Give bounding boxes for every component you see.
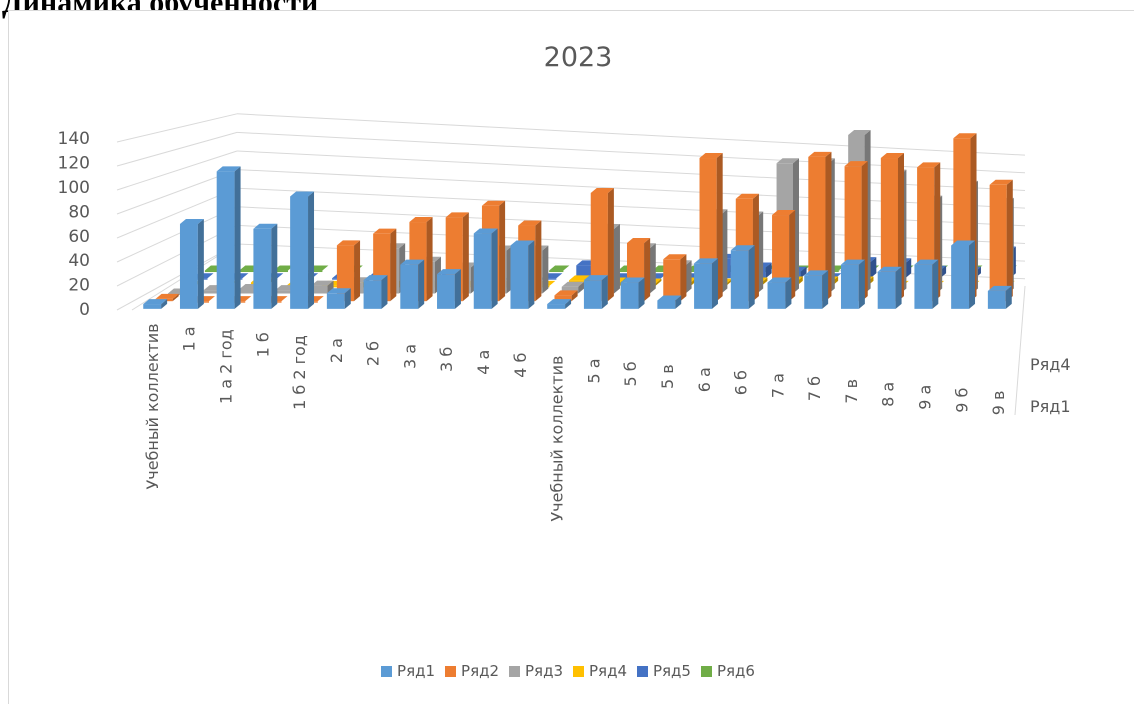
x-tick-label: 6 б <box>732 370 751 395</box>
x-tick-label: 2 б <box>364 341 383 366</box>
legend-item: Ряд1 <box>381 662 435 680</box>
x-tick-label: 9 а <box>916 385 935 410</box>
legend-item: Ряд5 <box>637 662 691 680</box>
bar-2-23 <box>990 180 1013 301</box>
x-tick-label: 9 в <box>989 391 1008 416</box>
legend-label: Ряд5 <box>653 662 691 680</box>
bar-1-19 <box>841 260 865 309</box>
x-tick-label: 4 б <box>511 353 530 378</box>
legend-label: Ряд2 <box>461 662 499 680</box>
bar-1-10 <box>510 240 534 308</box>
bar-1-7 <box>400 260 424 309</box>
depth-axis-label: Ряд1 <box>1030 397 1071 416</box>
y-tick-label: 20 <box>68 276 90 296</box>
legend-label: Ряд6 <box>717 662 755 680</box>
legend-swatch <box>701 666 712 677</box>
bar-1-23 <box>988 286 1012 309</box>
bar-1-11 <box>547 299 571 309</box>
legend-item: Ряд2 <box>445 662 499 680</box>
y-tick-label: 80 <box>68 202 90 222</box>
bar-1-15 <box>694 258 718 308</box>
legend-item: Ряд4 <box>573 662 627 680</box>
bar-1-16 <box>731 245 755 309</box>
x-tick-label: 3 а <box>400 344 419 369</box>
x-tick-label: 7 а <box>768 373 787 398</box>
x-tick-label: 1 а 2 год <box>216 329 235 404</box>
x-tick-label: Учебный коллектив <box>143 323 162 489</box>
bar-1-1 <box>180 219 204 309</box>
x-tick-label: 2 а <box>327 338 346 363</box>
x-tick-label: 9 б <box>952 388 971 413</box>
legend-label: Ряд4 <box>589 662 627 680</box>
x-tick-label: 4 а <box>474 350 493 375</box>
bar-1-20 <box>878 267 902 309</box>
bar-1-3 <box>253 224 277 309</box>
chart-depth-labels: Ряд1 Ряд4 <box>1030 355 1071 416</box>
legend-swatch <box>509 666 520 677</box>
bar-1-14 <box>657 295 681 308</box>
x-tick-label: 1 б 2 год <box>290 335 309 410</box>
y-tick-label: 100 <box>58 178 90 198</box>
y-tick-label: 120 <box>58 154 90 174</box>
y-tick-label: 0 <box>79 300 90 320</box>
bar-1-2 <box>217 166 241 308</box>
chart-title: 2023 <box>544 42 613 73</box>
bar-1-13 <box>621 278 645 309</box>
bar-1-8 <box>437 269 461 309</box>
depth-axis-label: Ряд4 <box>1030 355 1071 374</box>
bar-1-22 <box>951 240 975 308</box>
x-tick-label: 1 б <box>253 332 272 357</box>
bar-1-4 <box>290 191 314 308</box>
x-tick-label: 5 б <box>621 361 640 386</box>
bar-1-21 <box>914 260 938 309</box>
legend-swatch <box>637 666 648 677</box>
bar-2-14 <box>663 254 686 301</box>
y-tick-label: 140 <box>58 129 90 149</box>
bar-1-12 <box>584 275 608 309</box>
x-tick-label: 7 б <box>805 376 824 401</box>
bar-6-10 <box>549 266 569 273</box>
legend-label: Ряд3 <box>525 662 563 680</box>
legend-swatch <box>381 666 392 677</box>
legend-item: Ряд3 <box>509 662 563 680</box>
bar-1-6 <box>364 275 388 309</box>
legend-label: Ряд1 <box>397 662 435 680</box>
bar-1-18 <box>804 270 828 308</box>
x-tick-label: 5 а <box>584 358 603 383</box>
legend-item: Ряд6 <box>701 662 755 680</box>
legend-swatch <box>445 666 456 677</box>
bar-1-17 <box>768 278 792 309</box>
y-tick-label: 40 <box>68 251 90 271</box>
chart-x-ticks: Учебный коллектив 1 а 1 а 2 год 1 б 1 б 2 го… <box>143 323 1008 521</box>
x-tick-label: 3 б <box>437 347 456 372</box>
y-tick-label: 60 <box>68 227 90 247</box>
chart-legend: Ряд1 Ряд2 Ряд3 Ряд4 Ряд5 Ряд6 <box>0 662 1136 680</box>
legend-swatch <box>573 666 584 677</box>
x-tick-label: 6 а <box>695 367 714 392</box>
x-tick-label: 5 в <box>658 364 677 389</box>
x-tick-label: 8 а <box>879 382 898 407</box>
bar-1-5 <box>327 288 351 309</box>
chart-bars <box>143 130 1017 309</box>
x-tick-label: Учебный коллектив <box>548 356 567 522</box>
x-tick-label: 1 а <box>180 326 199 351</box>
bar-1-9 <box>474 229 498 309</box>
chart-y-ticks: 0 20 40 60 80 100 120 140 <box>58 129 90 320</box>
x-tick-label: 7 в <box>842 379 861 404</box>
